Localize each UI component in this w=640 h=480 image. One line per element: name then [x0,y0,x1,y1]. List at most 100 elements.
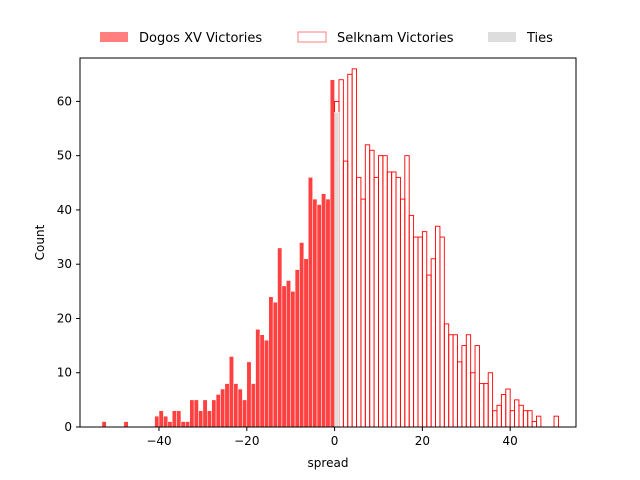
legend-swatch-dogos [100,32,128,42]
x-tick-label: 20 [415,434,430,448]
bar-selknam-victories [360,198,366,428]
x-tick-label: −40 [146,434,171,448]
x-tick-label: −20 [234,434,259,448]
bars-layer [101,68,559,428]
x-tick-label: 0 [331,434,339,448]
bar-dogos-xv-victories [224,383,230,428]
bar-dogos-xv-victories [281,285,287,428]
bar-dogos-xv-victories [171,410,177,428]
legend-label-ties: Ties [526,31,553,46]
bar-dogos-xv-victories [180,421,186,428]
bar-selknam-victories [391,171,397,428]
bar-dogos-xv-victories [167,421,173,428]
bar-selknam-victories [483,383,489,428]
bar-selknam-victories [386,171,393,428]
bar-dogos-xv-victories [202,399,208,428]
bar-dogos-xv-victories [299,242,305,428]
x-axis-label: spread [308,456,349,470]
bar-dogos-xv-victories [198,410,204,428]
bar-dogos-xv-victories [237,388,243,428]
bar-selknam-victories [378,155,384,428]
bar-dogos-xv-victories [272,301,278,428]
bar-dogos-xv-victories [312,198,318,428]
bar-dogos-xv-victories [259,334,265,428]
x-tick-label: 40 [503,434,518,448]
bar-selknam-victories [395,176,401,428]
bar-selknam-victories [408,214,415,428]
bar-dogos-xv-victories [185,421,190,428]
bar-dogos-xv-victories [233,383,239,428]
bar-dogos-xv-victories [193,399,199,428]
bar-selknam-victories [356,176,362,428]
bar-dogos-xv-victories [220,388,226,428]
bar-dogos-xv-victories [286,280,291,428]
bar-dogos-xv-victories [290,291,296,428]
bar-selknam-victories [382,155,388,428]
bar-dogos-xv-victories [123,421,129,428]
bar-selknam-victories [492,410,498,428]
bar-selknam-victories [351,68,357,428]
bar-dogos-xv-victories [277,247,283,428]
bar-selknam-victories [500,393,507,428]
bar-selknam-victories [514,399,520,428]
bar-selknam-victories [443,323,450,428]
bar-selknam-victories [509,410,516,428]
bar-dogos-xv-victories [325,198,331,428]
bar-selknam-victories [448,334,454,428]
bar-selknam-victories [505,388,511,428]
legend-swatch-ties [488,32,516,42]
y-tick-label: 60 [57,94,72,108]
bar-selknam-victories [518,404,524,428]
bar-selknam-victories [421,231,428,428]
bar-dogos-xv-victories [176,410,182,428]
bar-selknam-victories [527,410,533,428]
bar-dogos-xv-victories [163,415,169,428]
bar-dogos-xv-victories [228,356,234,428]
bar-dogos-xv-victories [329,79,335,428]
bar-dogos-xv-victories [250,383,256,428]
bar-selknam-victories [478,383,485,428]
bar-dogos-xv-victories [158,410,164,428]
bar-selknam-victories [474,345,480,428]
y-axis-label: Count [33,224,47,260]
bar-dogos-xv-victories [321,193,327,428]
bar-dogos-xv-victories [316,204,322,428]
bar-selknam-victories [487,372,494,428]
y-tick-label: 10 [57,366,72,380]
bar-selknam-victories [430,258,436,428]
x-axis-ticks: −40 −20 0 20 40 [146,427,518,448]
bar-selknam-victories [531,421,537,428]
bar-dogos-xv-victories [242,399,248,428]
bar-selknam-victories [399,198,406,428]
bar-selknam-victories [417,236,423,428]
bar-dogos-xv-victories [294,269,300,428]
bar-dogos-xv-victories [215,394,221,428]
bar-dogos-xv-victories [189,399,195,428]
bar-dogos-xv-victories [303,258,309,428]
bar-selknam-victories [465,334,472,428]
bar-selknam-victories [426,274,432,428]
bar-selknam-victories [413,236,419,428]
bar-selknam-victories [369,149,375,428]
axes-frame [79,57,577,428]
bar-dogos-xv-victories [101,421,107,428]
legend: Dogos XV Victories Selknam Victories Tie… [100,31,553,46]
bar-dogos-xv-victories [264,339,269,428]
bar-ties [334,112,340,428]
bar-selknam-victories [457,361,463,428]
bar-selknam-victories [364,144,371,428]
bar-selknam-victories [439,236,445,428]
bar-selknam-victories [536,415,542,428]
legend-swatch-selknam [297,31,327,43]
y-axis-ticks: 0 10 20 30 40 50 60 [57,94,80,434]
bar-dogos-xv-victories [308,177,313,428]
bar-dogos-xv-victories [207,410,212,428]
bar-selknam-victories [373,176,379,428]
legend-label-dogos: Dogos XV Victories [139,31,262,46]
bar-selknam-victories [461,345,467,428]
bar-selknam-victories [553,415,559,428]
bar-selknam-victories [522,410,529,428]
bar-dogos-xv-victories [246,361,252,428]
legend-label-selknam: Selknam Victories [337,31,454,46]
